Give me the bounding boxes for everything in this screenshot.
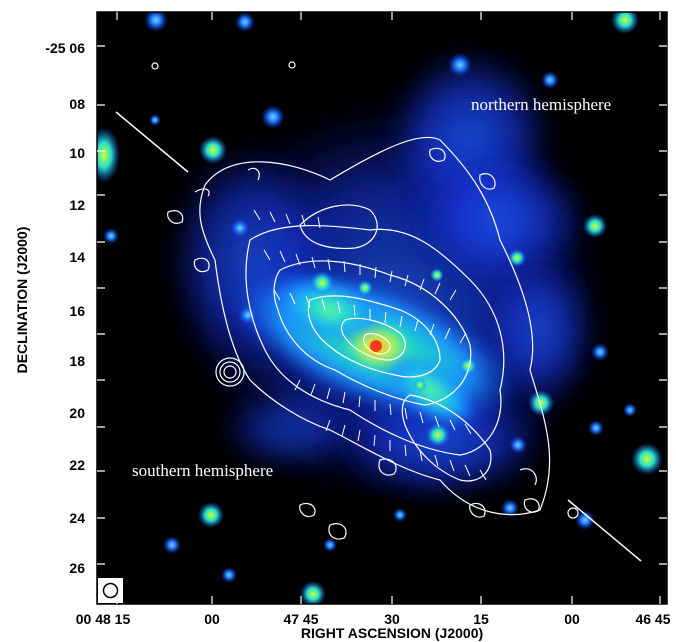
y-tick-label: 16 xyxy=(69,303,85,319)
x-tick-label: 30 xyxy=(384,611,400,627)
x-axis-title: RIGHT ASCENSION (J2000) xyxy=(301,625,483,641)
major-axis-line-ne xyxy=(115,111,189,173)
x-tick-label: 00 48 15 xyxy=(76,611,131,627)
y-tick-label: 14 xyxy=(69,249,85,265)
image-layer xyxy=(97,12,663,604)
annotation-southern-hemisphere: southern hemisphere xyxy=(132,461,273,480)
y-tick-labels: -25 06 08 10 12 14 16 18 20 22 24 26 xyxy=(45,40,85,576)
x-tick-label: 00 xyxy=(564,611,580,627)
y-tick-label: 08 xyxy=(69,96,85,112)
y-tick-label: -25 06 xyxy=(45,40,85,56)
y-tick-label: 20 xyxy=(69,405,85,421)
beam-ellipse-icon xyxy=(98,578,123,603)
polarization-vectors xyxy=(253,209,487,481)
major-axis-line-sw xyxy=(567,499,642,562)
x-tick-labels: 00 48 15 00 47 45 30 15 00 46 45 xyxy=(76,611,671,627)
y-tick-label: 22 xyxy=(69,457,85,473)
y-axis-title: DECLINATION (J2000) xyxy=(14,227,30,374)
y-tick-label: 24 xyxy=(69,510,85,526)
x-tick-label: 47 45 xyxy=(283,611,318,627)
y-tick-label: 10 xyxy=(69,145,85,161)
x-tick-label: 46 45 xyxy=(635,611,670,627)
y-tick-label: 18 xyxy=(69,353,85,369)
axis-ticks xyxy=(97,12,667,604)
x-tick-label: 00 xyxy=(204,611,220,627)
contour-lines xyxy=(151,61,579,540)
annotation-northern-hemisphere: northern hemisphere xyxy=(471,95,611,114)
x-tick-label: 15 xyxy=(473,611,489,627)
y-tick-label: 12 xyxy=(69,197,85,213)
y-tick-label: 26 xyxy=(69,560,85,576)
plot-frame xyxy=(96,11,668,605)
